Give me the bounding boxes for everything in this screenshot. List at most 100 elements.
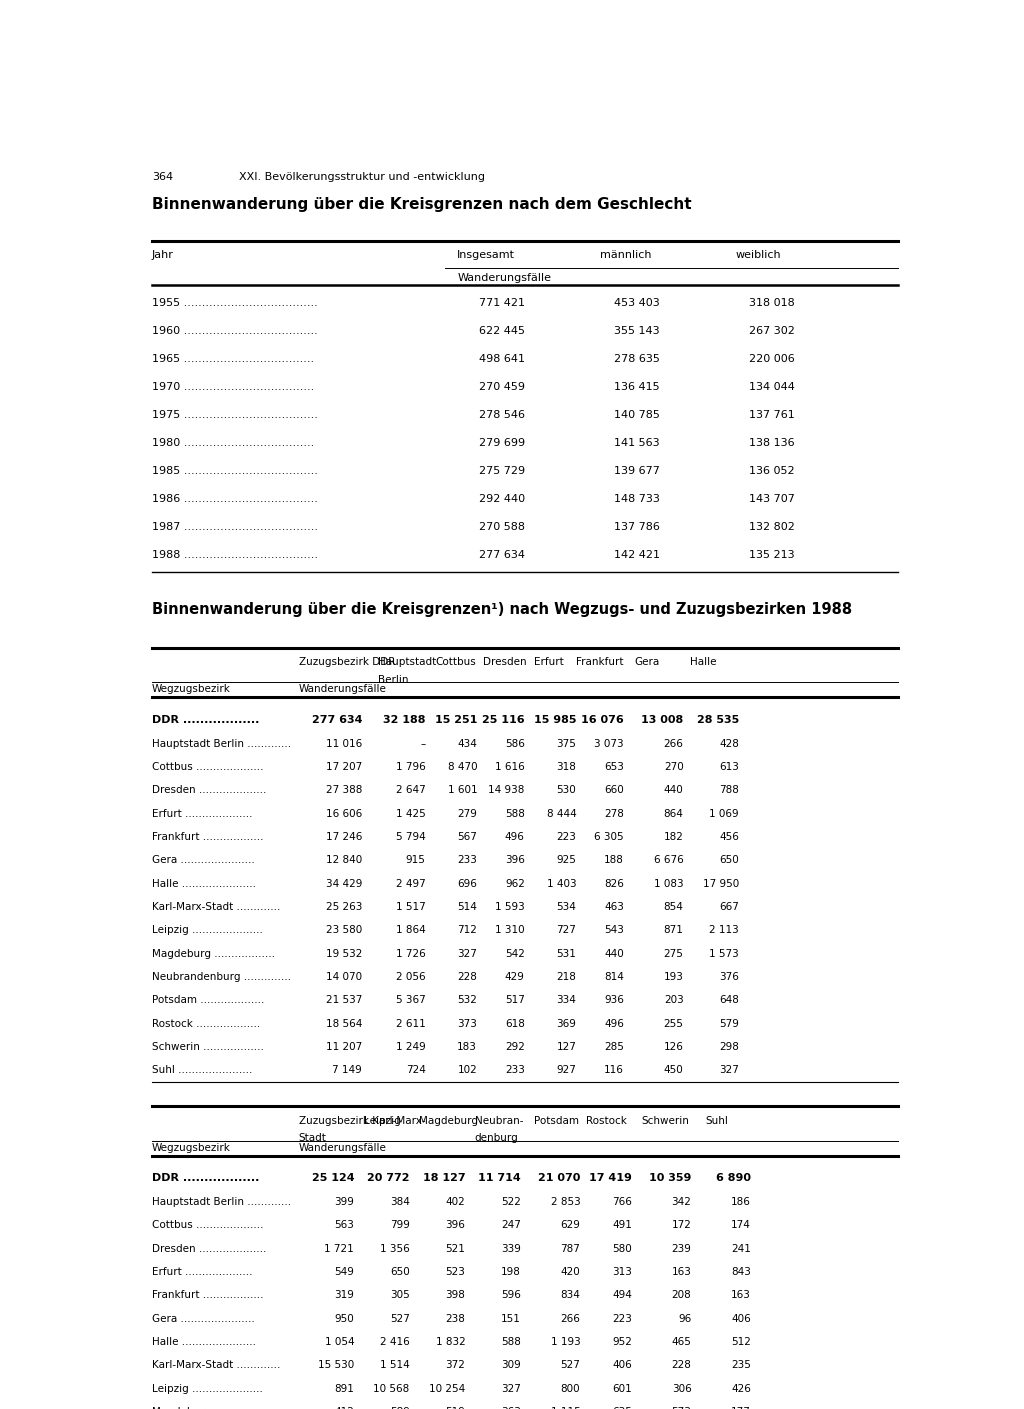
Text: 463: 463 <box>604 902 624 912</box>
Text: 601: 601 <box>612 1384 632 1394</box>
Text: 279 699: 279 699 <box>478 438 524 448</box>
Text: Gera ......................: Gera ...................... <box>152 1313 255 1323</box>
Text: 8 444: 8 444 <box>547 809 577 819</box>
Text: Cottbus ....................: Cottbus .................... <box>152 762 263 772</box>
Text: 369: 369 <box>556 1019 577 1029</box>
Text: 1 514: 1 514 <box>380 1360 410 1371</box>
Text: 396: 396 <box>445 1220 465 1230</box>
Text: 712: 712 <box>458 926 477 936</box>
Text: 279: 279 <box>458 809 477 819</box>
Text: 1 115: 1 115 <box>551 1408 581 1409</box>
Text: 440: 440 <box>604 948 624 958</box>
Text: 278 635: 278 635 <box>613 354 659 364</box>
Text: 235: 235 <box>731 1360 751 1371</box>
Text: 25 116: 25 116 <box>482 714 524 724</box>
Text: Potsdam ...................: Potsdam ................... <box>152 995 264 1005</box>
Text: 420: 420 <box>560 1267 581 1277</box>
Text: 138 136: 138 136 <box>749 438 795 448</box>
Text: 1 356: 1 356 <box>380 1244 410 1254</box>
Text: 542: 542 <box>505 948 524 958</box>
Text: 143 707: 143 707 <box>749 495 795 504</box>
Text: 127: 127 <box>556 1041 577 1053</box>
Text: Karl-Marx-Stadt .............: Karl-Marx-Stadt ............. <box>152 902 281 912</box>
Text: 527: 527 <box>560 1360 581 1371</box>
Text: 522: 522 <box>501 1198 521 1208</box>
Text: 228: 228 <box>672 1360 691 1371</box>
Text: 6 676: 6 676 <box>653 855 684 865</box>
Text: 10 254: 10 254 <box>429 1384 465 1394</box>
Text: 116: 116 <box>604 1065 624 1075</box>
Text: 915: 915 <box>406 855 426 865</box>
Text: 278 546: 278 546 <box>479 410 524 420</box>
Text: 277 634: 277 634 <box>311 714 362 724</box>
Text: Zuzugsbezirk Karl-Marx-: Zuzugsbezirk Karl-Marx- <box>299 1116 425 1126</box>
Text: 1 573: 1 573 <box>710 948 739 958</box>
Text: 523: 523 <box>445 1267 465 1277</box>
Text: 787: 787 <box>560 1244 581 1254</box>
Text: 1987 .....................................: 1987 ...................................… <box>152 523 317 533</box>
Text: 450: 450 <box>664 1065 684 1075</box>
Text: 596: 596 <box>501 1291 521 1301</box>
Text: Suhl ......................: Suhl ...................... <box>152 1065 252 1075</box>
Text: 373: 373 <box>458 1019 477 1029</box>
Text: Erfurt ....................: Erfurt .................... <box>152 809 252 819</box>
Text: 727: 727 <box>556 926 577 936</box>
Text: Rostock: Rostock <box>586 1116 627 1126</box>
Text: 660: 660 <box>604 785 624 795</box>
Text: 650: 650 <box>719 855 739 865</box>
Text: 134 044: 134 044 <box>749 382 795 392</box>
Text: 1960 .....................................: 1960 ...................................… <box>152 325 317 337</box>
Text: 313: 313 <box>612 1267 632 1277</box>
Text: 163: 163 <box>731 1291 751 1301</box>
Text: Karl-Marx-Stadt .............: Karl-Marx-Stadt ............. <box>152 1360 281 1371</box>
Text: 19 532: 19 532 <box>326 948 362 958</box>
Text: Stadt: Stadt <box>299 1133 327 1143</box>
Text: Gera ......................: Gera ...................... <box>152 855 255 865</box>
Text: 1 726: 1 726 <box>396 948 426 958</box>
Text: 864: 864 <box>664 809 684 819</box>
Text: 208: 208 <box>672 1291 691 1301</box>
Text: 285: 285 <box>604 1041 624 1053</box>
Text: 589: 589 <box>390 1408 410 1409</box>
Text: 406: 406 <box>612 1360 632 1371</box>
Text: 266: 266 <box>664 738 684 748</box>
Text: 11 016: 11 016 <box>326 738 362 748</box>
Text: 375: 375 <box>556 738 577 748</box>
Text: 531: 531 <box>556 948 577 958</box>
Text: 6 890: 6 890 <box>716 1174 751 1184</box>
Text: 32 188: 32 188 <box>383 714 426 724</box>
Text: 247: 247 <box>501 1220 521 1230</box>
Text: Gera: Gera <box>634 657 659 668</box>
Text: 402: 402 <box>445 1198 465 1208</box>
Text: 843: 843 <box>731 1267 751 1277</box>
Text: DDR ..................: DDR .................. <box>152 1174 259 1184</box>
Text: männlich: männlich <box>600 251 651 261</box>
Text: 521: 521 <box>445 1244 465 1254</box>
Text: 20 772: 20 772 <box>368 1174 410 1184</box>
Text: Magdeburg ..................: Magdeburg .................. <box>152 1408 274 1409</box>
Text: Leipzig .....................: Leipzig ..................... <box>152 1384 263 1394</box>
Text: Halle ......................: Halle ...................... <box>152 1337 256 1347</box>
Text: 1 721: 1 721 <box>325 1244 354 1254</box>
Text: 588: 588 <box>505 809 524 819</box>
Text: 532: 532 <box>458 995 477 1005</box>
Text: 622 445: 622 445 <box>479 325 524 337</box>
Text: 339: 339 <box>501 1244 521 1254</box>
Text: 588: 588 <box>501 1337 521 1347</box>
Text: Leipzig: Leipzig <box>364 1116 400 1126</box>
Text: 255: 255 <box>664 1019 684 1029</box>
Text: 21 537: 21 537 <box>326 995 362 1005</box>
Text: Neubrandenburg ..............: Neubrandenburg .............. <box>152 972 291 982</box>
Text: XXI. Bevölkerungsstruktur und -entwicklung: XXI. Bevölkerungsstruktur und -entwicklu… <box>240 172 485 182</box>
Text: 1965 ....................................: 1965 ...................................… <box>152 354 314 364</box>
Text: 17 950: 17 950 <box>702 879 739 889</box>
Text: 15 985: 15 985 <box>534 714 577 724</box>
Text: 233: 233 <box>505 1065 524 1075</box>
Text: 766: 766 <box>612 1198 632 1208</box>
Text: 7 149: 7 149 <box>333 1065 362 1075</box>
Text: 396: 396 <box>505 855 524 865</box>
Text: 223: 223 <box>612 1313 632 1323</box>
Text: 18 127: 18 127 <box>423 1174 465 1184</box>
Text: Frankfurt: Frankfurt <box>577 657 624 668</box>
Text: 15 530: 15 530 <box>317 1360 354 1371</box>
